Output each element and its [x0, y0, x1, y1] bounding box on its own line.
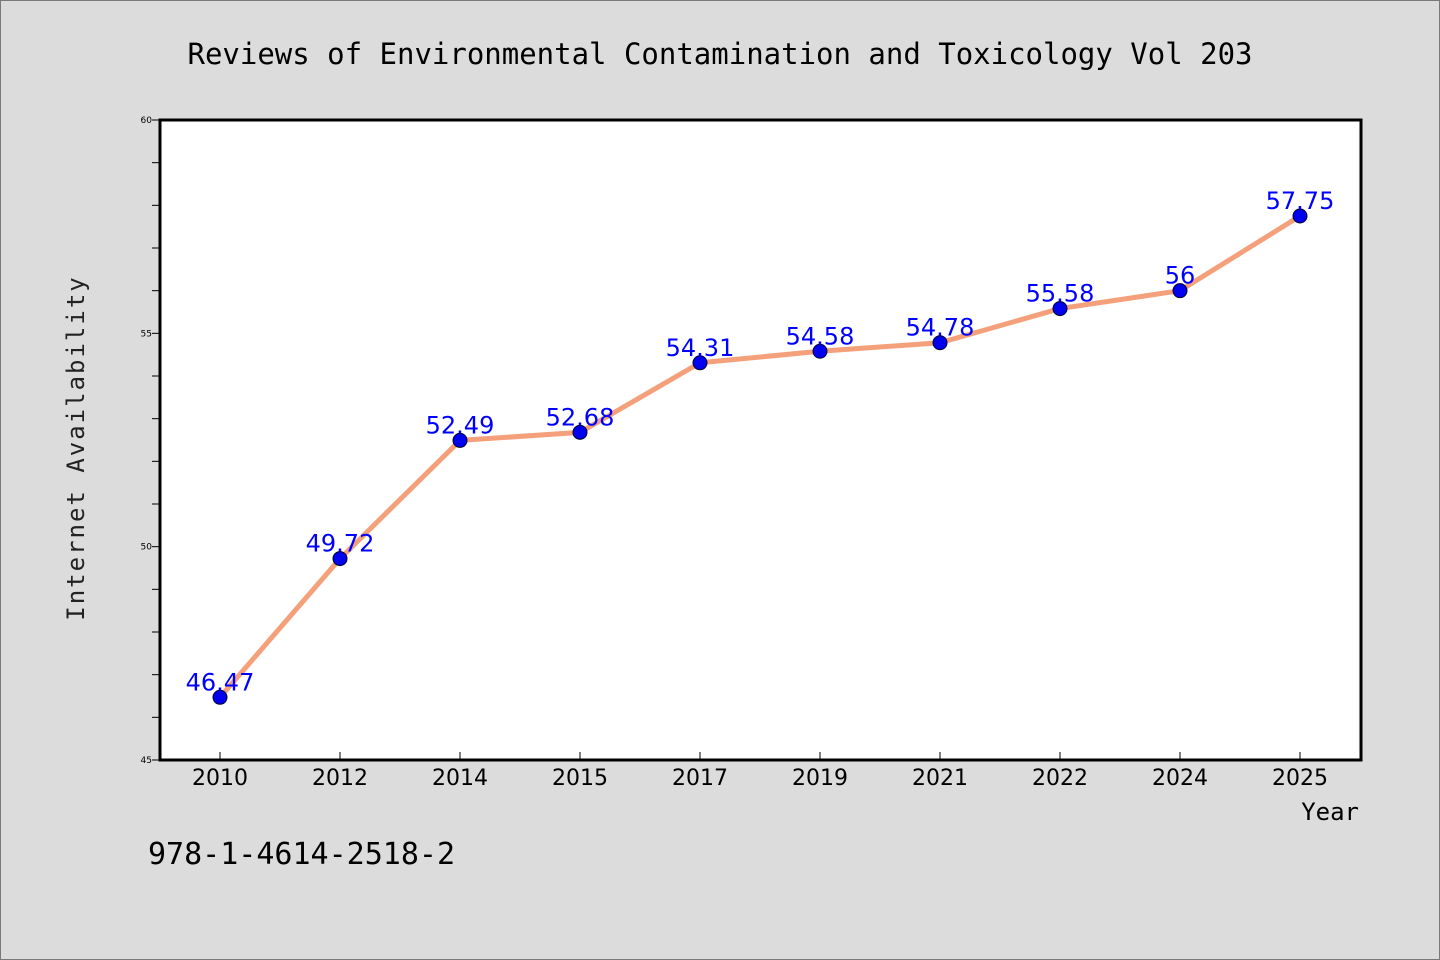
y-tick-label: 45: [141, 756, 152, 766]
x-axis: 2010 2012 2014 2015 2017 2019 2021 2022 2024 2025: [192, 752, 1328, 791]
y-tick-label: 55: [141, 329, 152, 339]
data-point: [932, 335, 948, 351]
data-point: [1052, 301, 1068, 317]
plot-area: [158, 118, 1363, 762]
x-tick-label: 2019: [792, 766, 848, 791]
series-markers: [212, 208, 1308, 705]
data-point: [1292, 208, 1308, 224]
y-axis: 45 50 55 60: [141, 116, 160, 766]
data-point: [332, 551, 348, 567]
x-tick-label: 2012: [312, 766, 368, 791]
x-tick-label: 2017: [672, 766, 728, 791]
data-label: 52.49: [426, 411, 495, 439]
data-label: 52.68: [546, 403, 615, 431]
data-label: 49.72: [306, 530, 375, 558]
x-tick-label: 2010: [192, 766, 248, 791]
footer-isbn: 978-1-4614-2518-2: [148, 837, 455, 872]
x-tick-label: 2021: [912, 766, 968, 791]
data-point: [1172, 283, 1188, 299]
data-label: 56: [1165, 262, 1196, 290]
data-point: [812, 343, 828, 359]
data-point: [452, 432, 468, 448]
data-label: 55.58: [1026, 280, 1095, 308]
x-tick-label: 2025: [1272, 766, 1328, 791]
x-tick-label: 2014: [432, 766, 488, 791]
x-tick-label: 2024: [1152, 766, 1208, 791]
data-point: [572, 424, 588, 440]
series-line: [217, 213, 1303, 700]
x-axis-label: Year: [1301, 798, 1359, 826]
data-label: 57.75: [1266, 187, 1335, 215]
data-labels: 46.47 49.72 52.49 52.68 54.31 54.58 54.78 55.58…: [186, 187, 1335, 696]
x-tick-label: 2015: [552, 766, 608, 791]
y-axis-label: Internet Availability: [62, 275, 90, 620]
data-point: [692, 355, 708, 371]
data-label: 46.47: [186, 668, 255, 696]
y-tick-label: 50: [141, 543, 153, 553]
chart-title: Reviews of Environmental Contamination a…: [187, 37, 1252, 71]
data-label: 54.78: [906, 314, 975, 342]
x-tick-label: 2022: [1032, 766, 1088, 791]
data-label: 54.31: [666, 334, 735, 362]
y-tick-label: 60: [141, 116, 153, 126]
data-label: 54.58: [786, 322, 855, 350]
data-point: [212, 689, 228, 705]
